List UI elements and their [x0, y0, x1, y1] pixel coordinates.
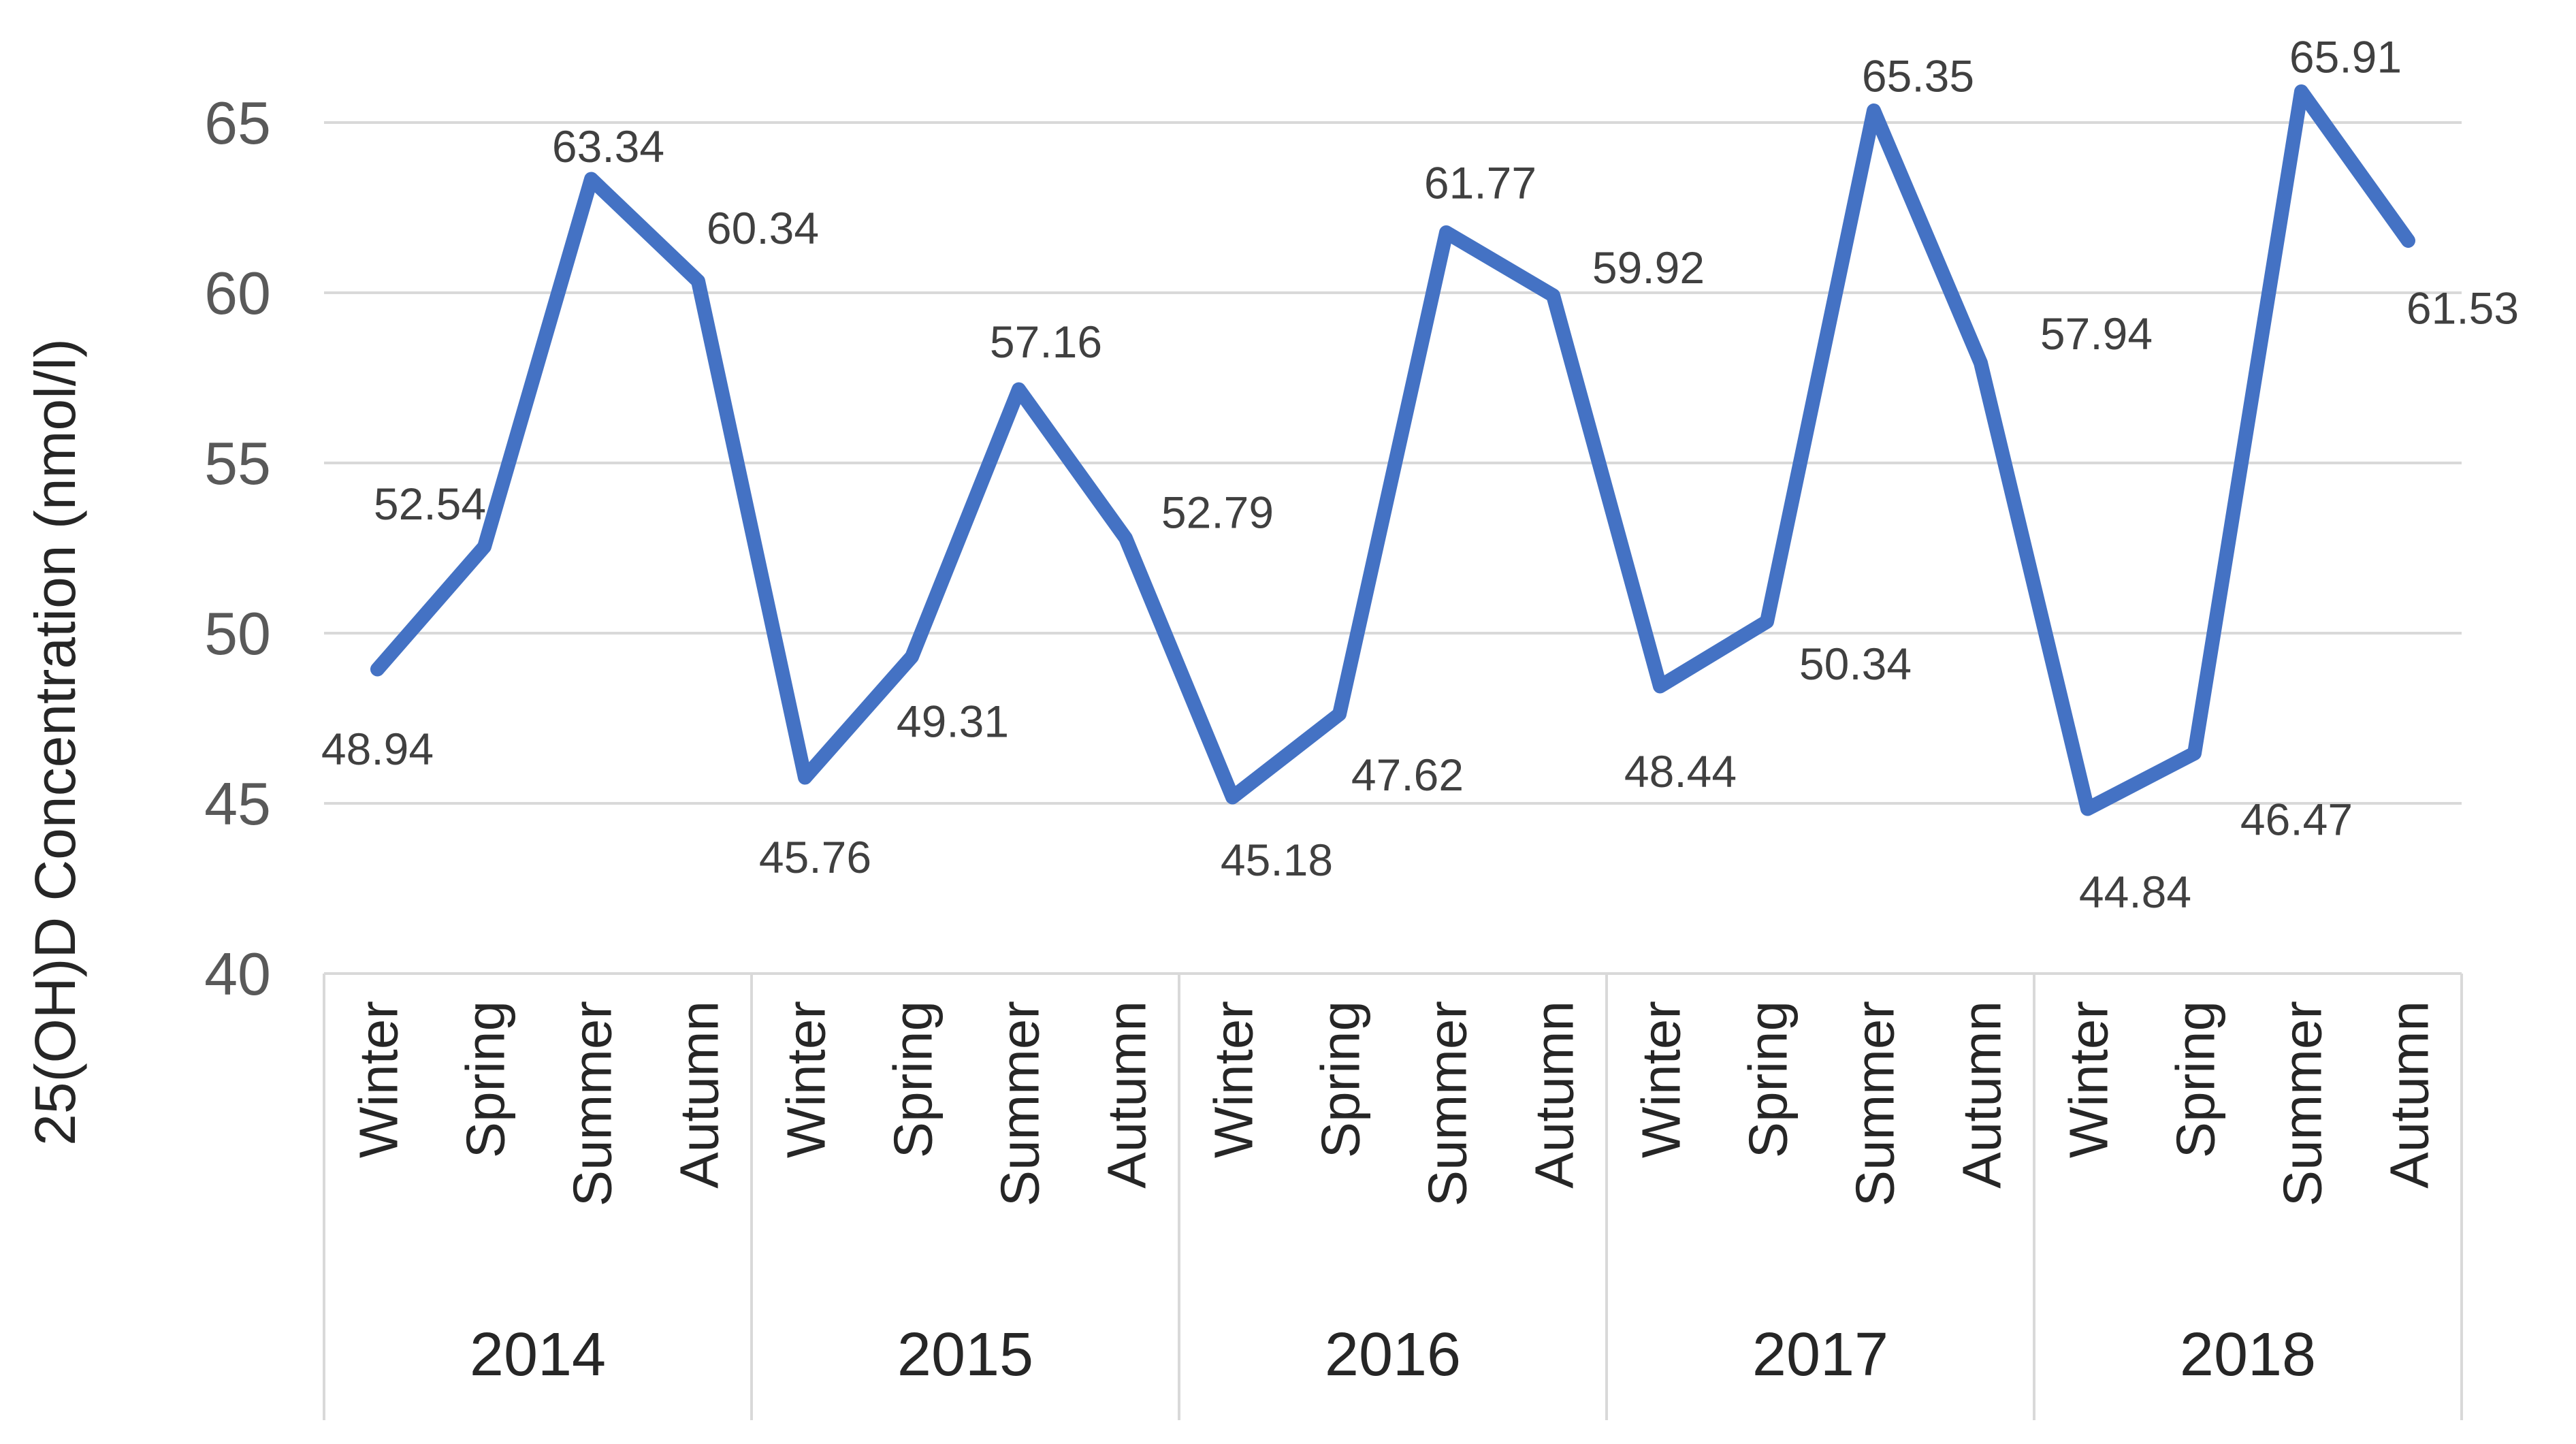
- y-tick-label: 65: [204, 89, 271, 157]
- data-label: 47.62: [1351, 750, 1464, 800]
- data-label: 48.44: [1624, 746, 1737, 797]
- data-label: 46.47: [2240, 795, 2353, 845]
- season-label: Spring: [455, 1001, 516, 1158]
- season-label: Autumn: [1952, 1001, 2012, 1189]
- season-label: Spring: [883, 1001, 944, 1158]
- data-label: 45.18: [1221, 835, 1333, 885]
- season-label: Summer: [2272, 1001, 2333, 1206]
- data-label: 50.34: [1799, 639, 1912, 689]
- season-label: Winter: [349, 1001, 409, 1158]
- y-tick-label: 50: [204, 600, 271, 667]
- data-label: 57.16: [990, 317, 1102, 367]
- season-label: Autumn: [669, 1001, 730, 1189]
- data-label: 59.92: [1592, 242, 1705, 293]
- season-label: Winter: [2059, 1001, 2119, 1158]
- data-label: 52.54: [374, 479, 486, 529]
- season-label: Autumn: [1524, 1001, 1585, 1189]
- year-label: 2017: [1752, 1321, 1888, 1389]
- season-label: Summer: [990, 1001, 1050, 1206]
- data-label: 65.35: [1862, 51, 1974, 101]
- year-label: 2014: [470, 1321, 606, 1389]
- data-label: 57.94: [2040, 308, 2153, 359]
- season-label: Autumn: [2379, 1001, 2440, 1189]
- season-label: Spring: [1310, 1001, 1371, 1158]
- year-label: 2015: [897, 1321, 1033, 1389]
- series-line: [370, 84, 2415, 816]
- season-label: Spring: [2166, 1001, 2226, 1158]
- y-tick-label: 40: [204, 940, 271, 1008]
- season-label: Summer: [1417, 1001, 1478, 1206]
- y-axis-title: 25(OH)D Concentration (nmol/l): [23, 338, 87, 1146]
- year-label: 2016: [1325, 1321, 1461, 1389]
- data-label: 52.79: [1161, 487, 1274, 538]
- y-tick-label: 55: [204, 430, 271, 497]
- data-label: 49.31: [897, 696, 1009, 747]
- data-label: 48.94: [321, 724, 434, 774]
- season-label: Spring: [1738, 1001, 1799, 1158]
- season-label: Summer: [562, 1001, 623, 1206]
- y-tick-label: 45: [204, 770, 271, 837]
- data-label: 45.76: [759, 832, 871, 882]
- season-label: Winter: [776, 1001, 837, 1158]
- season-label: Winter: [1204, 1001, 1264, 1158]
- season-label: Winter: [1631, 1001, 1692, 1158]
- data-label: 65.91: [2289, 32, 2402, 82]
- year-label: 2018: [2180, 1321, 2316, 1389]
- data-label: 63.34: [552, 121, 664, 172]
- data-label: 60.34: [707, 203, 819, 253]
- season-label: Summer: [1845, 1001, 1905, 1206]
- data-label: 61.77: [1424, 158, 1536, 208]
- data-label: 44.84: [2079, 867, 2191, 917]
- data-label: 61.53: [2406, 283, 2519, 334]
- season-label: Autumn: [1097, 1001, 1157, 1189]
- y-tick-label: 60: [204, 259, 271, 327]
